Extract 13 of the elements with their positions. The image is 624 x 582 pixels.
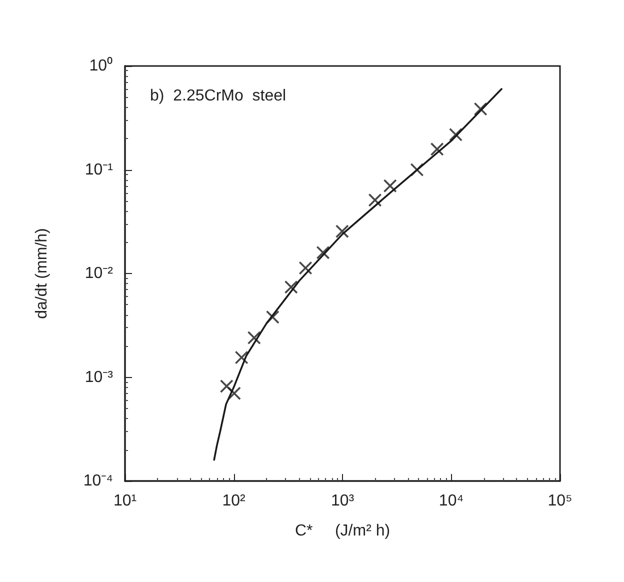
x-tick-label: 10⁴ <box>438 492 464 510</box>
y-tick-label: 10⁻⁴ <box>83 472 114 490</box>
x-tick-label: 10¹ <box>113 492 137 510</box>
y-tick-label: 10⁰ <box>89 56 113 74</box>
x-axis-title: C* (J/m² h) <box>294 522 390 540</box>
y-tick-label: 10⁻¹ <box>84 161 113 178</box>
y-tick-label: 10⁻² <box>84 265 114 282</box>
x-tick-label: 10² <box>222 492 246 510</box>
x-tick-label: 10⁵ <box>548 492 572 510</box>
x-tick-label: 10³ <box>330 492 355 510</box>
y-axis-title: da/dt (mm/h) <box>34 228 50 319</box>
y-tick-label: 10⁻³ <box>84 368 114 386</box>
annotation: b) 2.25CrMo steel <box>150 88 286 104</box>
